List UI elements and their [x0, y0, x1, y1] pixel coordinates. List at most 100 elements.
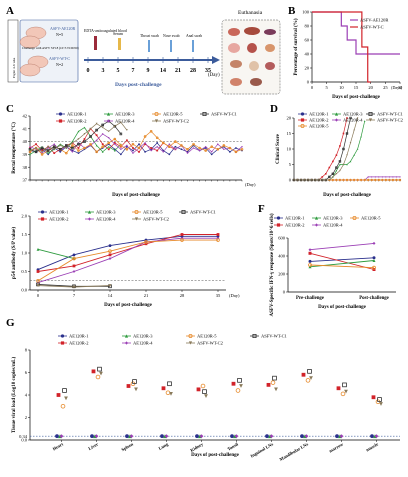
- timeline-day-label: 3: [102, 68, 105, 74]
- antibody-chart: p54 antibody (S/P value) Days of post-cha…: [12, 210, 240, 308]
- legend-marker: [58, 112, 63, 116]
- temperature-point: [144, 150, 146, 153]
- throat-swab-icon: [148, 40, 150, 52]
- strain-label: ASFV-AE120R: [50, 26, 76, 31]
- x-unit: (Days): [391, 85, 403, 90]
- panel-e-letter: E: [6, 203, 13, 215]
- panel-b: B Percentage of survival (%) Days of post…: [288, 5, 403, 100]
- antibody-point: [36, 247, 40, 251]
- legend-marker: [300, 112, 305, 116]
- temperature-point: [126, 139, 128, 142]
- score-point: [328, 166, 331, 169]
- step-blood: EDTA-anticoagulated blood: [84, 29, 127, 33]
- temperature-point: [241, 145, 243, 148]
- score-point: [349, 178, 352, 182]
- temperature-point: [29, 153, 31, 156]
- tissue-label: Kidney: [189, 441, 204, 453]
- temperature-point: [156, 141, 159, 144]
- tissue-label: Lung: [158, 441, 170, 451]
- temperature-point: [180, 144, 183, 147]
- viral-load-point: [161, 386, 166, 391]
- y-tick-label: 200: [278, 272, 286, 277]
- viral-load-point: [371, 395, 376, 400]
- ifn-point: [372, 256, 376, 260]
- temperature-point: [95, 128, 98, 132]
- x-axis-label: Days of post-challenge: [332, 95, 381, 100]
- sample-icons: [94, 36, 194, 52]
- score-point: [392, 176, 394, 178]
- temperature-series-line: [29, 128, 176, 154]
- legend-entry: AE120R-5: [309, 124, 329, 129]
- score-point: [328, 175, 331, 179]
- wt-n: N=2: [56, 62, 63, 67]
- organ-extra2-icon: [250, 78, 262, 86]
- viral-load-point: [335, 434, 339, 439]
- temperature-point: [101, 150, 104, 153]
- temperature-point: [210, 150, 213, 153]
- temperature-point: [204, 147, 207, 149]
- y-tick-label: 10: [287, 147, 292, 152]
- legend-entry: AE120R-1: [69, 334, 89, 339]
- temperature-point: [125, 147, 129, 151]
- score-point: [325, 179, 327, 181]
- temperature-point: [216, 143, 219, 146]
- temperature-point: [132, 152, 134, 155]
- temperature-point: [77, 138, 80, 140]
- viral-load-point: [202, 389, 207, 394]
- temperature-point: [156, 149, 159, 152]
- score-point: [342, 132, 345, 135]
- legend-marker: [188, 341, 193, 345]
- viral-load-point: [237, 378, 242, 383]
- temperature-point: [204, 149, 207, 152]
- x-axis-label: Days of post-challenge: [323, 193, 372, 198]
- tissue-label: Mandibular LNs: [279, 441, 310, 462]
- step-anal: Anal swab: [186, 34, 202, 38]
- ifn-point: [308, 248, 312, 252]
- viral-load-point: [231, 381, 236, 386]
- lymph-node-icon: [230, 60, 242, 68]
- score-point: [338, 178, 342, 182]
- legend-marker: [87, 217, 92, 221]
- tissue-label: marrow: [328, 441, 344, 453]
- legend-marker: [352, 215, 357, 220]
- legend-marker: [181, 209, 186, 214]
- y-tick-label: 4: [25, 393, 28, 398]
- muscle-icon: [265, 62, 275, 70]
- panel-g-letter: G: [6, 317, 15, 329]
- timeline-day-label: 35: [205, 68, 211, 74]
- antibody-series-line: [37, 234, 218, 272]
- y-tick-label: 400: [278, 254, 286, 259]
- viral-load-point: [125, 434, 129, 439]
- x-tick-label: 0: [37, 293, 40, 298]
- legend-entry: ASFV-WT-C1: [261, 334, 287, 339]
- score-point: [391, 178, 395, 182]
- antibody-series-line: [37, 237, 218, 284]
- score-point: [345, 178, 349, 182]
- temperature-point: [77, 149, 80, 152]
- y-tick-label: 1.0: [21, 251, 27, 256]
- legend-entry: AE120R-3: [343, 112, 363, 117]
- score-point: [346, 117, 348, 119]
- viral-load-point: [97, 366, 102, 372]
- score-point: [342, 163, 345, 166]
- score-point: [374, 178, 377, 182]
- ifn-point: [372, 265, 376, 270]
- panel-b-letter: B: [288, 5, 296, 17]
- temperature-point: [150, 149, 153, 152]
- viral-load-point: [167, 381, 172, 387]
- ifn-series-line: [309, 257, 375, 262]
- legend-marker: [334, 118, 339, 122]
- antibody-point: [216, 236, 220, 240]
- x-tick-label: 20: [368, 85, 373, 90]
- viral-load-point: [99, 371, 103, 376]
- viral-load-point: [129, 434, 134, 439]
- timeline-day-label: 21: [175, 68, 181, 74]
- score-point: [339, 163, 341, 166]
- legend-marker: [368, 112, 373, 117]
- y-tick-label: 0: [283, 290, 286, 295]
- legend-marker: [202, 112, 207, 117]
- x-tick-label: 35: [216, 293, 221, 298]
- score-point: [367, 176, 369, 178]
- legend-marker: [300, 118, 305, 122]
- temperature-point: [65, 144, 68, 147]
